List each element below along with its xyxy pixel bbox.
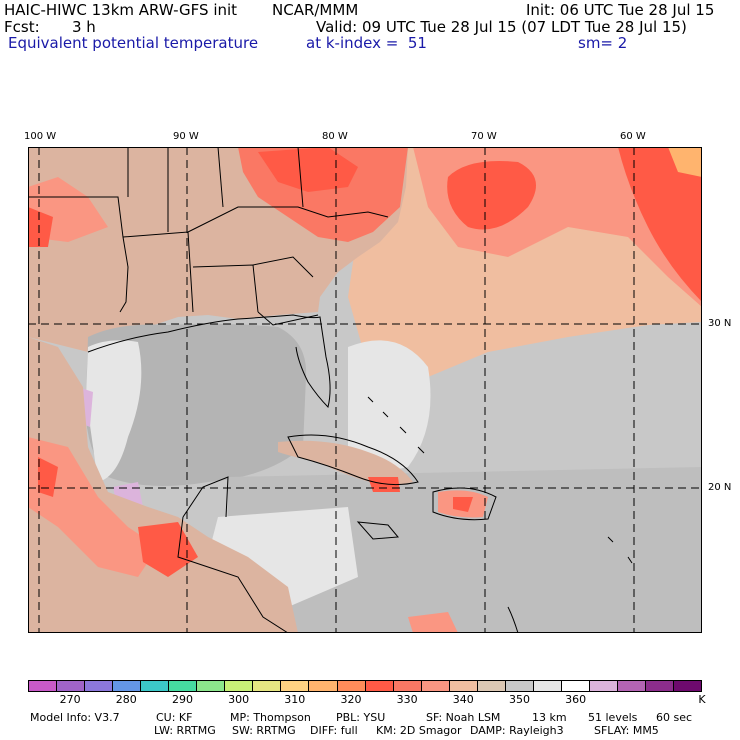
colorbar-tick-label: 340 <box>452 693 474 706</box>
colorbar-tick-label: 320 <box>340 693 362 706</box>
model-info-timestep: 60 sec <box>656 711 693 724</box>
texas-core <box>28 207 53 247</box>
atlantic-core-west <box>447 161 536 230</box>
level-index: at k-index = 51 <box>306 34 427 52</box>
colorbar-tick-label: 280 <box>115 693 137 706</box>
lat-label-30n: 30 N <box>708 318 732 329</box>
model-info-diff: DIFF: full <box>310 724 358 737</box>
colorbar-swatch <box>646 681 675 691</box>
model-info-mp: MP: Thompson <box>230 711 311 724</box>
colorbar-swatch <box>505 681 534 691</box>
colorbar-tick-label: 290 <box>171 693 193 706</box>
model-info-km: KM: 2D Smagor <box>376 724 462 737</box>
colorbar-swatch <box>393 681 422 691</box>
colorbar-tick-label: 270 <box>59 693 81 706</box>
model-title: HAIC-HIWC 13km ARW-GFS init <box>4 1 238 19</box>
model-info-sw: SW: RRTMG <box>232 724 296 737</box>
colorbar-swatch <box>337 681 366 691</box>
lon-label-60w: 60 W <box>620 131 646 142</box>
colorbar-swatch <box>141 681 170 691</box>
atlantic-core-east <box>618 147 702 302</box>
theta-e-map <box>28 147 702 633</box>
lon-label-90w: 90 W <box>173 131 199 142</box>
model-info-version: Model Info: V3.7 <box>30 711 120 724</box>
map-border <box>28 147 702 633</box>
center-label: NCAR/MMM <box>272 1 359 19</box>
colorbar-swatch <box>57 681 86 691</box>
smoothing-value: sm= 2 <box>578 34 628 52</box>
venezuela-moist <box>408 612 458 633</box>
model-info-sflay: SFLAY: MM5 <box>594 724 659 737</box>
forecast-label: Fcst: <box>4 18 40 36</box>
cuba <box>278 440 413 487</box>
model-info-cu: CU: KF <box>156 711 193 724</box>
colorbar-swatch <box>253 681 282 691</box>
model-info-sf: SF: Noah LSM <box>426 711 501 724</box>
colorbar-swatch <box>561 681 590 691</box>
colorbar-swatch <box>533 681 562 691</box>
forecast-hour: 3 h <box>72 18 96 36</box>
model-info-levels: 51 levels <box>588 711 638 724</box>
colorbar-tick-label: 330 <box>396 693 418 706</box>
colorbar-unit-label: K <box>698 693 706 706</box>
init-time: Init: 06 UTC Tue 28 Jul 15 <box>526 1 715 19</box>
gulf-shelf-west <box>86 340 142 482</box>
colorbar-swatch <box>477 681 506 691</box>
colorbar-swatch <box>421 681 450 691</box>
model-info-damp: DAMP: Rayleigh3 <box>470 724 564 737</box>
colorbar <box>28 680 702 692</box>
guatemala-core <box>138 522 198 577</box>
colorbar-swatch <box>113 681 142 691</box>
colorbar-swatch <box>589 681 618 691</box>
political-boundaries <box>28 147 633 633</box>
colorbar-tick-label: 350 <box>508 693 530 706</box>
valid-time: Valid: 09 UTC Tue 28 Jul 15 (07 LDT Tue … <box>316 18 687 36</box>
colorbar-tick-label: 300 <box>228 693 250 706</box>
atlantic-peak <box>668 147 702 177</box>
mexico-core <box>38 457 58 497</box>
lon-label-70w: 70 W <box>471 131 497 142</box>
colorbar-swatch <box>169 681 198 691</box>
colorbar-swatch <box>197 681 226 691</box>
colorbar-swatch <box>449 681 478 691</box>
model-info-resolution: 13 km <box>532 711 567 724</box>
lon-label-100w: 100 W <box>24 131 57 142</box>
colorbar-swatch <box>225 681 254 691</box>
hispaniola-core <box>453 497 473 512</box>
model-info-lw: LW: RRTMG <box>154 724 216 737</box>
colorbar-swatch <box>365 681 394 691</box>
mexico-moist <box>28 437 158 577</box>
graticule-lines <box>28 147 702 633</box>
colorbar-swatch <box>309 681 338 691</box>
lat-label-20n: 20 N <box>708 482 732 493</box>
colorbar-tick-label: 360 <box>565 693 587 706</box>
colorbar-swatch <box>674 681 702 691</box>
model-info-pbl: PBL: YSU <box>336 711 386 724</box>
field-name: Equivalent potential temperature <box>8 34 259 52</box>
virginia-core <box>258 147 358 192</box>
bahamas-clear <box>348 340 431 470</box>
lon-label-80w: 80 W <box>322 131 348 142</box>
colorbar-swatch <box>29 681 58 691</box>
colorbar-tick-label: 310 <box>284 693 306 706</box>
colorbar-swatch <box>85 681 114 691</box>
colorbar-swatch <box>617 681 647 691</box>
colorbar-swatch <box>281 681 310 691</box>
